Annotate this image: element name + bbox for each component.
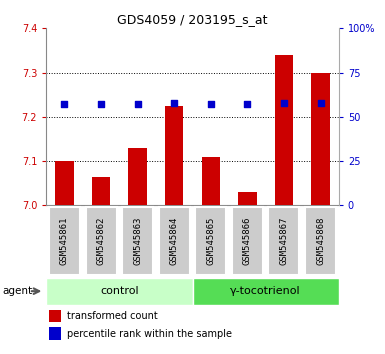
Point	[61, 102, 68, 107]
Point	[208, 102, 214, 107]
Title: GDS4059 / 203195_s_at: GDS4059 / 203195_s_at	[117, 13, 268, 26]
Point	[244, 102, 251, 107]
FancyBboxPatch shape	[46, 278, 192, 305]
Bar	[92, 177, 110, 205]
Text: GSM545865: GSM545865	[206, 217, 215, 265]
Text: transformed count: transformed count	[67, 311, 157, 321]
Bar	[202, 157, 220, 205]
Bar	[311, 73, 330, 205]
Bar	[275, 55, 293, 205]
Text: GSM545868: GSM545868	[316, 217, 325, 265]
Text: agent: agent	[2, 286, 32, 296]
Bar	[49, 327, 61, 340]
FancyBboxPatch shape	[192, 278, 339, 305]
Point	[318, 100, 324, 105]
Text: GSM545862: GSM545862	[97, 217, 105, 265]
Bar	[49, 310, 61, 322]
Bar	[129, 148, 147, 205]
Point	[281, 100, 287, 105]
Point	[135, 102, 141, 107]
Text: GSM545866: GSM545866	[243, 217, 252, 265]
FancyBboxPatch shape	[305, 207, 336, 275]
Text: GSM545864: GSM545864	[170, 217, 179, 265]
FancyBboxPatch shape	[268, 207, 300, 275]
Point	[171, 100, 177, 105]
FancyBboxPatch shape	[195, 207, 226, 275]
FancyBboxPatch shape	[85, 207, 117, 275]
Text: percentile rank within the sample: percentile rank within the sample	[67, 329, 232, 339]
FancyBboxPatch shape	[122, 207, 153, 275]
Text: control: control	[100, 286, 139, 296]
Bar	[238, 192, 256, 205]
FancyBboxPatch shape	[232, 207, 263, 275]
Text: GSM545861: GSM545861	[60, 217, 69, 265]
Text: GSM545867: GSM545867	[280, 217, 288, 265]
FancyBboxPatch shape	[159, 207, 190, 275]
Bar	[55, 161, 74, 205]
Bar	[165, 106, 183, 205]
FancyBboxPatch shape	[49, 207, 80, 275]
Text: GSM545863: GSM545863	[133, 217, 142, 265]
Text: γ-tocotrienol: γ-tocotrienol	[230, 286, 301, 296]
Point	[98, 102, 104, 107]
